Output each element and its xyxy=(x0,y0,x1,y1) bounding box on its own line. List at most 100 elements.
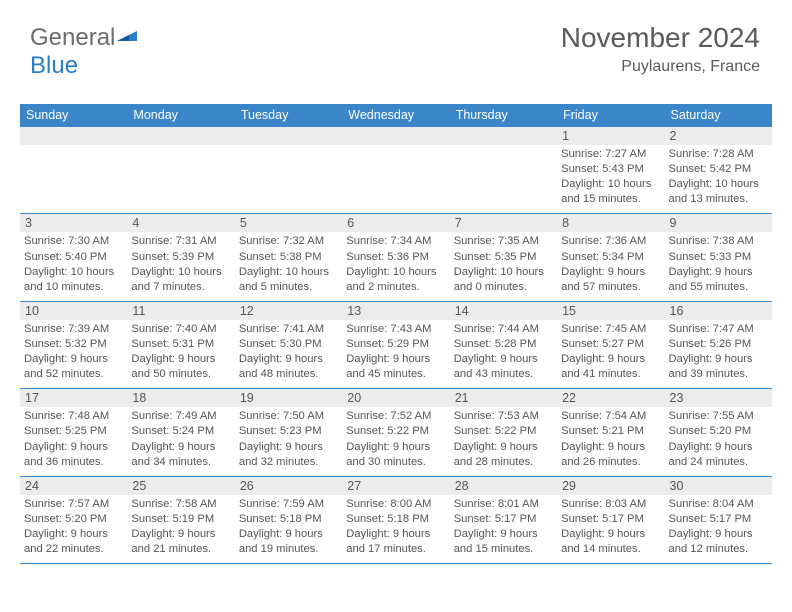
day-ss: Sunset: 5:36 PM xyxy=(346,250,445,265)
day-d1: Daylight: 9 hours xyxy=(669,440,768,455)
day-sr: Sunrise: 7:53 AM xyxy=(454,409,553,424)
day-d1: Daylight: 9 hours xyxy=(561,265,660,280)
day-d1: Daylight: 10 hours xyxy=(24,265,123,280)
day-sr: Sunrise: 7:50 AM xyxy=(239,409,338,424)
day-sr: Sunrise: 7:35 AM xyxy=(454,234,553,249)
day-d2: and 14 minutes. xyxy=(561,542,660,557)
day-number-cell: 12 xyxy=(235,301,342,320)
day-number-cell: 29 xyxy=(557,476,664,495)
day-sr: Sunrise: 7:58 AM xyxy=(131,497,230,512)
day-info-cell xyxy=(342,145,449,214)
day-d1: Daylight: 9 hours xyxy=(131,440,230,455)
week-info-row: Sunrise: 7:39 AMSunset: 5:32 PMDaylight:… xyxy=(20,320,772,389)
day-d2: and 24 minutes. xyxy=(669,455,768,470)
day-sr: Sunrise: 8:01 AM xyxy=(454,497,553,512)
day-info-cell xyxy=(20,145,127,214)
day-d2: and 26 minutes. xyxy=(561,455,660,470)
day-ss: Sunset: 5:22 PM xyxy=(346,424,445,439)
day-d1: Daylight: 9 hours xyxy=(346,527,445,542)
day-number-cell xyxy=(450,127,557,146)
day-number-cell xyxy=(235,127,342,146)
day-ss: Sunset: 5:35 PM xyxy=(454,250,553,265)
day-sr: Sunrise: 7:36 AM xyxy=(561,234,660,249)
day-d1: Daylight: 10 hours xyxy=(561,177,660,192)
day-ss: Sunset: 5:18 PM xyxy=(239,512,338,527)
day-d2: and 22 minutes. xyxy=(24,542,123,557)
day-info-cell xyxy=(450,145,557,214)
day-number-cell: 18 xyxy=(127,389,234,408)
day-ss: Sunset: 5:40 PM xyxy=(24,250,123,265)
day-d2: and 57 minutes. xyxy=(561,280,660,295)
day-d2: and 21 minutes. xyxy=(131,542,230,557)
day-sr: Sunrise: 8:04 AM xyxy=(669,497,768,512)
calendar-header-row: Sunday Monday Tuesday Wednesday Thursday… xyxy=(20,104,772,127)
day-d2: and 43 minutes. xyxy=(454,367,553,382)
day-number-cell: 21 xyxy=(450,389,557,408)
day-ss: Sunset: 5:22 PM xyxy=(454,424,553,439)
day-sr: Sunrise: 7:47 AM xyxy=(669,322,768,337)
day-d1: Daylight: 9 hours xyxy=(454,352,553,367)
day-ss: Sunset: 5:31 PM xyxy=(131,337,230,352)
day-ss: Sunset: 5:21 PM xyxy=(561,424,660,439)
day-d2: and 15 minutes. xyxy=(561,192,660,207)
day-d2: and 5 minutes. xyxy=(239,280,338,295)
week-daynum-row: 10111213141516 xyxy=(20,301,772,320)
day-number-cell: 6 xyxy=(342,214,449,233)
day-number-cell: 20 xyxy=(342,389,449,408)
title-block: November 2024 Puylaurens, France xyxy=(561,22,760,76)
day-d2: and 48 minutes. xyxy=(239,367,338,382)
day-sr: Sunrise: 7:30 AM xyxy=(24,234,123,249)
day-sr: Sunrise: 7:52 AM xyxy=(346,409,445,424)
day-info-cell: Sunrise: 7:52 AMSunset: 5:22 PMDaylight:… xyxy=(342,407,449,476)
day-d1: Daylight: 9 hours xyxy=(239,352,338,367)
day-sr: Sunrise: 7:59 AM xyxy=(239,497,338,512)
day-d2: and 17 minutes. xyxy=(346,542,445,557)
day-d2: and 30 minutes. xyxy=(346,455,445,470)
day-number-cell: 9 xyxy=(665,214,772,233)
day-d1: Daylight: 9 hours xyxy=(346,440,445,455)
week-info-row: Sunrise: 7:27 AMSunset: 5:43 PMDaylight:… xyxy=(20,145,772,214)
day-sr: Sunrise: 7:38 AM xyxy=(669,234,768,249)
day-info-cell: Sunrise: 7:49 AMSunset: 5:24 PMDaylight:… xyxy=(127,407,234,476)
logo-word1: General xyxy=(30,24,115,51)
day-number-cell: 25 xyxy=(127,476,234,495)
day-info-cell: Sunrise: 7:53 AMSunset: 5:22 PMDaylight:… xyxy=(450,407,557,476)
day-number-cell: 1 xyxy=(557,127,664,146)
day-number-cell: 22 xyxy=(557,389,664,408)
day-d2: and 19 minutes. xyxy=(239,542,338,557)
day-ss: Sunset: 5:39 PM xyxy=(131,250,230,265)
day-sr: Sunrise: 7:54 AM xyxy=(561,409,660,424)
week-info-row: Sunrise: 7:48 AMSunset: 5:25 PMDaylight:… xyxy=(20,407,772,476)
day-d2: and 50 minutes. xyxy=(131,367,230,382)
day-number-cell: 28 xyxy=(450,476,557,495)
day-number-cell: 3 xyxy=(20,214,127,233)
day-info-cell: Sunrise: 8:00 AMSunset: 5:18 PMDaylight:… xyxy=(342,495,449,564)
location-subtitle: Puylaurens, France xyxy=(561,58,760,76)
day-d1: Daylight: 9 hours xyxy=(561,440,660,455)
day-sr: Sunrise: 7:55 AM xyxy=(669,409,768,424)
day-d2: and 10 minutes. xyxy=(24,280,123,295)
day-d1: Daylight: 10 hours xyxy=(454,265,553,280)
col-friday: Friday xyxy=(557,104,664,127)
day-d1: Daylight: 9 hours xyxy=(131,527,230,542)
day-d2: and 36 minutes. xyxy=(24,455,123,470)
day-sr: Sunrise: 7:28 AM xyxy=(669,147,768,162)
week-info-row: Sunrise: 7:30 AMSunset: 5:40 PMDaylight:… xyxy=(20,232,772,301)
day-ss: Sunset: 5:20 PM xyxy=(24,512,123,527)
day-d2: and 2 minutes. xyxy=(346,280,445,295)
col-wednesday: Wednesday xyxy=(342,104,449,127)
day-sr: Sunrise: 7:44 AM xyxy=(454,322,553,337)
day-ss: Sunset: 5:43 PM xyxy=(561,162,660,177)
day-sr: Sunrise: 7:48 AM xyxy=(24,409,123,424)
day-d1: Daylight: 9 hours xyxy=(561,527,660,542)
day-ss: Sunset: 5:18 PM xyxy=(346,512,445,527)
day-d1: Daylight: 9 hours xyxy=(131,352,230,367)
day-info-cell xyxy=(235,145,342,214)
day-d1: Daylight: 9 hours xyxy=(346,352,445,367)
day-info-cell: Sunrise: 7:59 AMSunset: 5:18 PMDaylight:… xyxy=(235,495,342,564)
day-number-cell: 2 xyxy=(665,127,772,146)
day-info-cell: Sunrise: 7:57 AMSunset: 5:20 PMDaylight:… xyxy=(20,495,127,564)
day-d1: Daylight: 10 hours xyxy=(239,265,338,280)
day-info-cell: Sunrise: 7:47 AMSunset: 5:26 PMDaylight:… xyxy=(665,320,772,389)
day-d2: and 7 minutes. xyxy=(131,280,230,295)
